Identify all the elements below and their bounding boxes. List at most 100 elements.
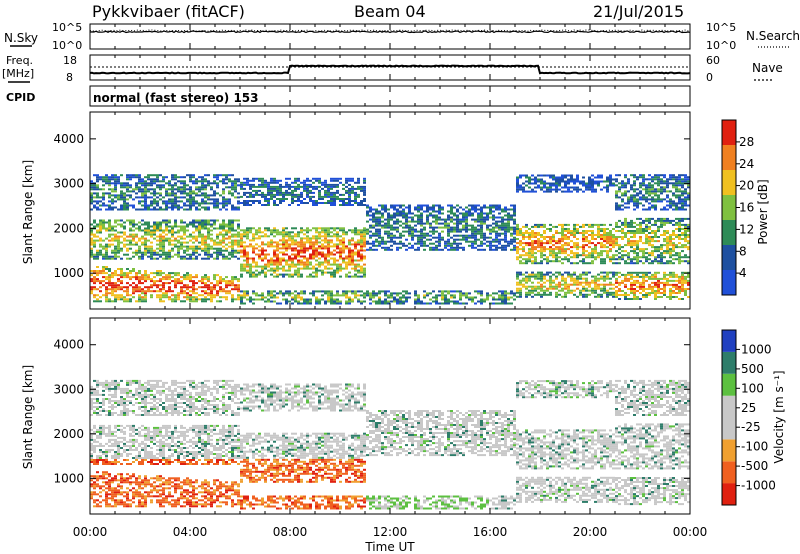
power-cell <box>192 219 195 222</box>
power-cell <box>306 193 309 196</box>
power-cell <box>333 200 336 202</box>
power-cell <box>540 178 543 181</box>
power-cell <box>582 234 585 236</box>
power-cell <box>189 202 192 205</box>
power-cell <box>201 276 204 279</box>
power-cell <box>600 295 603 298</box>
power-cell <box>216 237 219 240</box>
power-cell <box>183 278 186 281</box>
power-cell <box>219 278 222 281</box>
power-cell <box>201 194 204 197</box>
power-cell <box>333 229 336 232</box>
power-cell <box>639 192 642 195</box>
power-cell <box>396 210 399 213</box>
power-cell <box>579 281 582 284</box>
power-cell <box>531 248 534 251</box>
power-cell <box>366 248 369 251</box>
power-cell <box>246 263 249 266</box>
power-cell <box>627 256 630 259</box>
power-cell <box>117 284 120 287</box>
power-cell <box>168 221 171 224</box>
power-cell <box>420 240 423 243</box>
power-cell <box>330 290 333 293</box>
power-cell <box>507 216 510 219</box>
power-cell <box>279 193 282 196</box>
power-cell <box>195 274 198 277</box>
power-cell <box>306 261 309 264</box>
power-cell <box>630 194 633 197</box>
power-cell <box>327 298 330 301</box>
power-cell <box>189 298 192 301</box>
power-cell <box>555 285 558 288</box>
power-cell <box>444 298 447 301</box>
power-cell <box>363 233 366 236</box>
power-cell <box>297 273 300 276</box>
power-cell <box>642 180 645 183</box>
power-cell <box>555 186 558 189</box>
power-cell <box>375 210 378 213</box>
power-cell <box>156 251 159 254</box>
power-cell <box>600 188 603 191</box>
power-cell <box>639 174 642 177</box>
power-cell <box>339 229 342 232</box>
power-cell <box>552 252 555 255</box>
power-cell <box>627 240 630 243</box>
power-cell <box>198 223 201 226</box>
power-cell <box>606 254 609 257</box>
power-cell <box>336 189 339 192</box>
power-cell <box>390 218 393 221</box>
power-cell <box>189 300 192 303</box>
power-cell <box>141 208 144 211</box>
power-cell <box>312 253 315 256</box>
power-cell <box>189 192 192 195</box>
power-cell <box>255 231 258 234</box>
power-cell <box>342 249 345 252</box>
power-cell <box>210 292 213 295</box>
power-cell <box>246 233 249 236</box>
power-cell <box>234 196 237 199</box>
power-cell <box>246 255 249 258</box>
power-cell <box>417 234 420 237</box>
power-cell <box>129 184 132 187</box>
power-cell <box>294 265 297 268</box>
power-cell <box>186 198 189 201</box>
power-cell <box>231 247 234 250</box>
power-cell <box>513 210 516 213</box>
power-cell <box>429 222 432 225</box>
power-cell <box>624 202 627 205</box>
power-cell <box>216 182 219 185</box>
power-cell <box>615 223 618 226</box>
power-cell <box>642 219 645 222</box>
power-cell <box>603 240 606 243</box>
power-cell <box>624 262 627 265</box>
power-cell <box>354 193 357 196</box>
power-cell <box>630 240 633 243</box>
power-cell <box>264 243 267 246</box>
power-cell <box>309 275 312 278</box>
power-cell <box>156 227 159 230</box>
power-cell <box>189 186 192 189</box>
power-cell <box>441 212 444 215</box>
power-cell <box>519 273 522 276</box>
power-cell <box>531 271 534 274</box>
power-cell <box>216 198 219 201</box>
power-cell <box>558 182 561 185</box>
power-cell <box>168 229 171 232</box>
power-cell <box>225 292 228 295</box>
power-cell <box>339 198 342 200</box>
power-cell <box>144 251 147 254</box>
power-cell <box>549 277 552 280</box>
power-cell <box>102 188 105 191</box>
power-cell <box>372 218 375 221</box>
power-cell <box>447 216 450 219</box>
power-cell <box>90 194 93 197</box>
power-cell <box>561 230 564 232</box>
power-cell <box>183 227 186 230</box>
power-cell <box>117 182 120 185</box>
power-cell <box>186 272 189 275</box>
power-cell <box>252 237 255 240</box>
power-cell <box>555 176 558 179</box>
power-cell <box>348 187 351 190</box>
power-cell <box>207 247 210 250</box>
power-cell <box>270 191 273 194</box>
